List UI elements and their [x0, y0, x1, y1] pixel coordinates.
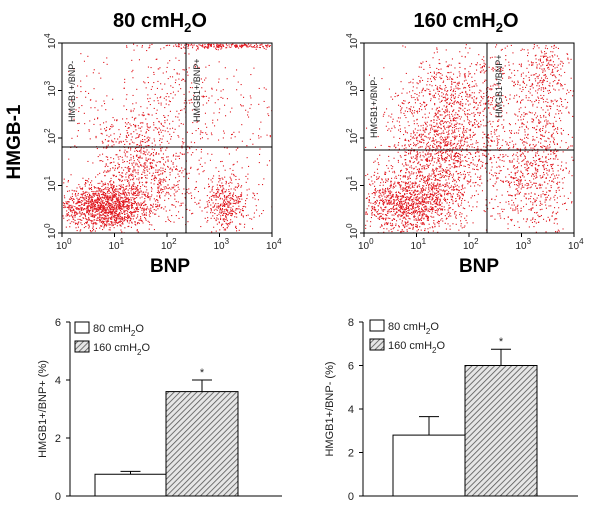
x-tick-label: 103 [214, 237, 230, 252]
x-tick-label: 102 [161, 237, 177, 252]
legend-label: 160 cmH2O [93, 342, 150, 357]
y-tick-label: 103 [43, 80, 58, 96]
x-tick-label: 100 [358, 237, 374, 252]
quadrant-label-left-80: HMGB1+/BNP- [67, 61, 77, 122]
legend-label: 80 cmH2O [388, 321, 439, 336]
legend-swatch [74, 340, 90, 353]
flow-x-axis-label-160: BNP [459, 256, 499, 277]
quadrant-label-right-80: HMGB1+/BNP+ [192, 58, 202, 122]
y-tick-label: 104 [43, 33, 58, 49]
y-tick-label: 4 [348, 404, 354, 416]
y-axis-label: HMGB1+/BNP- (%) [324, 361, 336, 456]
bar-160 [464, 365, 538, 497]
legend-label: 80 cmH2O [93, 323, 144, 338]
y-tick-label: 102 [345, 128, 360, 144]
bar-chart-hmgb1-bnp-neg: 0 2 4 6 8 HMGB1+/BNP- (%) * 80 cmH2O 160 cmH2O [324, 317, 578, 503]
y-tick-label: 101 [43, 175, 58, 191]
legend-label: 160 cmH2O [388, 340, 445, 355]
y-tick-label: 2 [55, 433, 61, 445]
quadrant-label-left-160: HMGB1+/BNP- [369, 77, 379, 138]
bar-80 [94, 473, 167, 497]
significance-mark: * [200, 367, 205, 379]
y-tick-label: 100 [43, 223, 58, 239]
y-tick-label: 6 [348, 361, 354, 373]
flow-y-axis-label: HMGB-1 [4, 104, 25, 179]
y-tick-label: 102 [43, 128, 58, 144]
x-tick-label: 102 [463, 237, 479, 252]
bar-chart-hmgb1-bnp-pos: 0 2 4 6 HMGB1+/BNP+ (%) * 80 cmH2O 160 cmH2O [37, 317, 282, 503]
flow-x-axis-label-80: BNP [150, 256, 190, 277]
bar-160 [165, 391, 239, 497]
scatter-dots-160 [365, 44, 574, 234]
x-tick-label: 100 [56, 237, 72, 252]
y-tick-label: 4 [55, 375, 61, 387]
y-tick-label: 0 [55, 491, 61, 503]
y-tick-label: 103 [345, 80, 360, 96]
x-tick-label: 104 [266, 237, 282, 252]
legend-swatch [369, 319, 385, 332]
x-tick-label: 103 [516, 237, 532, 252]
y-tick-label: 100 [345, 223, 360, 239]
y-axis-label: HMGB1+/BNP+ (%) [37, 360, 49, 458]
bar-80 [392, 434, 466, 497]
panel-title-160: 160 cmH2O [413, 10, 518, 35]
legend-swatch [74, 321, 90, 334]
y-tick-label: 0 [348, 491, 354, 503]
x-tick-label: 104 [568, 237, 584, 252]
panel-title-80: 80 cmH2O [113, 10, 207, 35]
legend-swatch [369, 338, 385, 351]
y-tick-label: 8 [348, 317, 354, 329]
significance-mark: * [499, 336, 504, 348]
flow-plot-160: HMGB1+/BNP- HMGB1+/BNP+ 1001001011011021… [345, 33, 584, 252]
x-tick-label: 101 [109, 237, 125, 252]
flow-plot-80: HMGB1+/BNP- HMGB1+/BNP+ 1001001011011021… [43, 33, 282, 252]
x-tick-label: 101 [411, 237, 427, 252]
y-tick-label: 104 [345, 33, 360, 49]
y-tick-label: 6 [55, 317, 61, 329]
scatter-dots-80 [62, 43, 273, 234]
y-tick-label: 101 [345, 175, 360, 191]
quadrant-label-right-160: HMGB1+/BNP+ [494, 54, 504, 118]
y-tick-label: 2 [348, 448, 354, 460]
